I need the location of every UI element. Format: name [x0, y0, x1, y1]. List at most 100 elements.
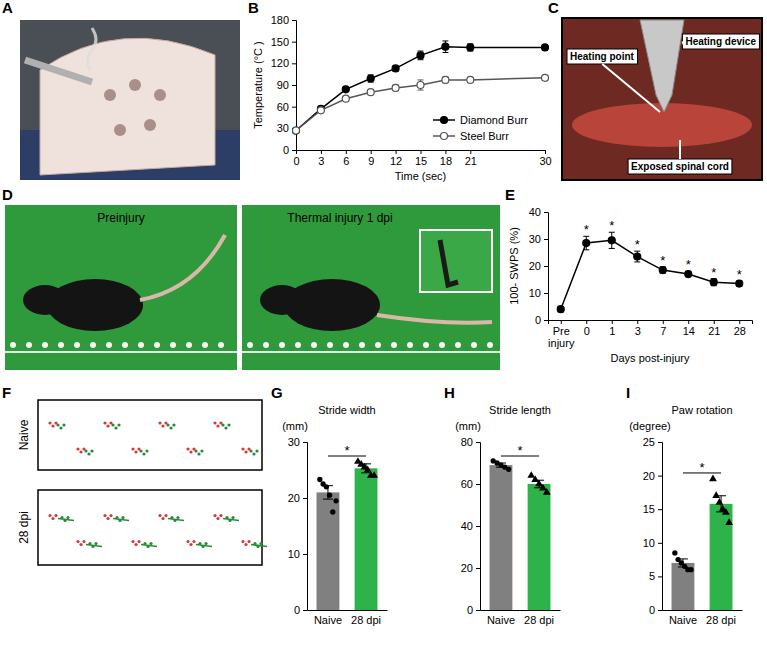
footprint-red [137, 447, 140, 450]
tick-label: 0 [294, 604, 300, 616]
tick-mark [637, 320, 638, 324]
tick-mark [714, 320, 715, 324]
error-bar [418, 51, 424, 60]
ladder-rung [295, 342, 301, 348]
ladder-rung [202, 342, 208, 348]
tick-label: 20 [529, 260, 541, 272]
drill-hole [114, 124, 126, 136]
annotation: * [517, 443, 522, 458]
tick: 40 [461, 520, 480, 532]
error-cap [634, 261, 640, 262]
y-axis-title: 100- SWPS (%) [508, 227, 520, 305]
tick: 28 dpi [706, 610, 736, 626]
footprint-green [59, 426, 62, 429]
tick-mark [321, 150, 322, 154]
data-point [539, 484, 547, 491]
tick-mark [739, 320, 740, 324]
tick: Naive [314, 610, 342, 626]
axis-line [658, 443, 663, 611]
footprint-drag [223, 519, 239, 521]
tick: 1 [609, 320, 615, 337]
tick-label: Naive [669, 614, 697, 626]
tick-label: 40 [461, 520, 473, 532]
tick: 180 [271, 14, 296, 26]
error-cap [609, 248, 615, 249]
tick: 40 [529, 206, 548, 218]
legend-marker [441, 133, 448, 140]
point [392, 84, 399, 91]
tick-label: 14 [683, 325, 695, 337]
point [467, 44, 474, 51]
ladder-rung [471, 342, 477, 348]
footprint-red [109, 421, 112, 424]
tick-label: 0 [293, 155, 299, 167]
data-point [330, 509, 335, 514]
tick: 28 dpi [351, 610, 381, 626]
label-box [567, 49, 638, 64]
panel-letter: H [444, 384, 455, 401]
tick-mark [544, 239, 548, 240]
tick: 12 [390, 150, 402, 167]
panel-letter: B [248, 0, 259, 16]
footprint-red [161, 424, 164, 427]
tick-label: 7 [660, 325, 666, 337]
tick-label: 3 [318, 155, 324, 167]
footprint-green [145, 449, 148, 452]
tick-label: 60 [277, 101, 289, 113]
tick-mark [658, 610, 662, 611]
tick-label: 28 [734, 325, 746, 337]
data-point [327, 493, 332, 498]
photo-label: Thermal injury 1 dpi [287, 211, 392, 225]
arrow [682, 42, 684, 46]
tick-label: 20 [288, 492, 300, 504]
tick-label: 0 [649, 604, 655, 616]
data-point [333, 498, 338, 503]
axis-line [308, 610, 388, 611]
tick: 0 [584, 320, 590, 337]
tick-label: 0 [535, 314, 541, 326]
footprint-red [106, 424, 109, 427]
footprint-red [134, 543, 137, 546]
ladder-rung [170, 342, 176, 348]
tick-mark [658, 442, 662, 443]
footprint-red [103, 514, 106, 517]
y-axis: 0510152025 [643, 436, 663, 616]
tick-label: 10 [643, 537, 655, 549]
tick: 3 [635, 320, 641, 337]
data-point [506, 467, 511, 472]
footprint-red [244, 450, 247, 453]
point [342, 86, 349, 93]
point [392, 65, 399, 72]
tick-mark [303, 610, 307, 611]
footprint-green [176, 516, 179, 519]
footprint-red [76, 540, 79, 543]
ladder-rung [423, 342, 429, 348]
x-axis: 03691215182130 [293, 150, 551, 167]
tick-label: 150 [271, 36, 289, 48]
tick-mark [371, 150, 372, 154]
footprint-red [216, 517, 219, 520]
tick-mark [292, 107, 296, 108]
ladder-rung [439, 342, 445, 348]
y-axis-title: (degree) [629, 420, 671, 432]
spinal-cord [572, 103, 752, 147]
tick-label: 9 [368, 155, 374, 167]
tick: 0 [467, 604, 480, 616]
error-bar [467, 44, 473, 51]
tick-mark [292, 20, 296, 21]
tick-label-line: injury [548, 337, 575, 349]
tick-label: 10 [529, 287, 541, 299]
figure: ACHeating pointHeating deviceExposed spi… [0, 0, 767, 669]
photo-d: PreinjuryThermal injury 1 dpi [5, 205, 500, 370]
tick: 21 [708, 320, 720, 337]
tick: 9 [368, 150, 374, 167]
tick-mark [476, 610, 480, 611]
tick-label: Naive [314, 614, 342, 626]
footprint-red [79, 450, 82, 453]
photo-label: 28 dpi [17, 511, 31, 544]
tick-mark [292, 85, 296, 86]
error-bar [634, 251, 640, 262]
tick-label: 0 [584, 325, 590, 337]
ladder-rung [58, 342, 64, 348]
legend-label: Steel Burr [460, 130, 509, 142]
